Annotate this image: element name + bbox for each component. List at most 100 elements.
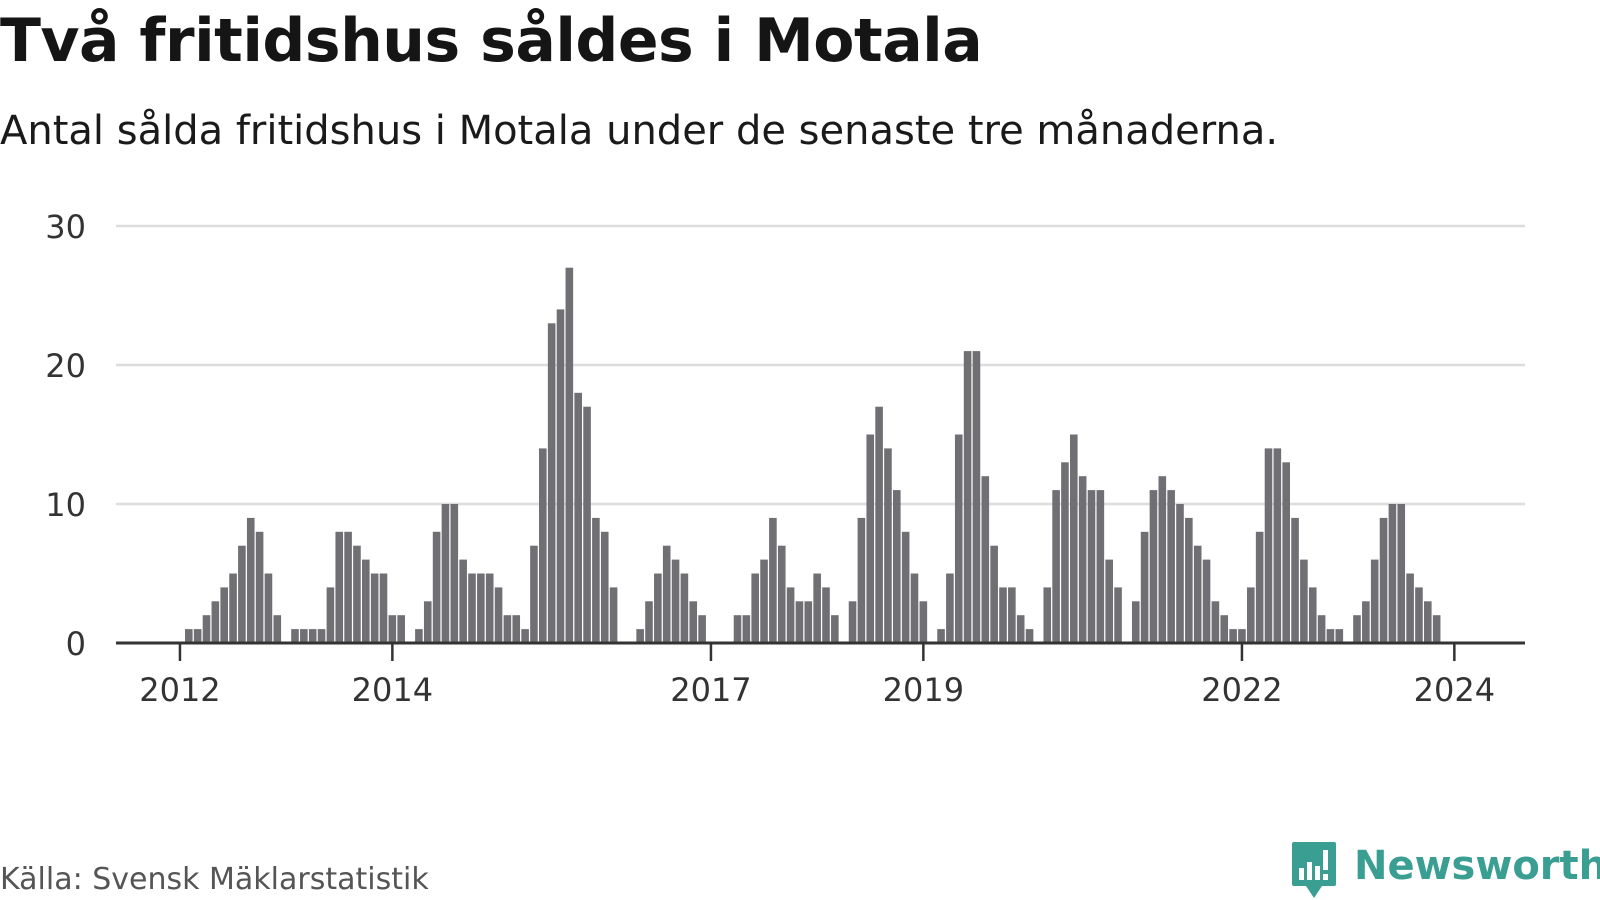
bar <box>654 573 662 643</box>
bar <box>662 545 671 643</box>
bar <box>875 406 883 643</box>
bar <box>1114 587 1122 643</box>
bar <box>574 392 582 643</box>
bar <box>477 573 485 643</box>
bar <box>1247 587 1255 643</box>
bar <box>733 615 742 643</box>
bar <box>804 601 813 643</box>
bar <box>1406 573 1414 643</box>
bar <box>335 531 344 643</box>
y-tick-label-0: 0 <box>66 625 86 663</box>
bar <box>769 517 777 643</box>
bars <box>185 267 1441 643</box>
bar <box>1185 517 1193 643</box>
bar <box>760 559 768 643</box>
bar <box>1008 587 1016 643</box>
bar <box>609 587 618 643</box>
bar <box>822 587 830 643</box>
bar <box>397 615 405 643</box>
bar <box>521 629 529 643</box>
bar <box>308 629 317 643</box>
bar <box>229 573 237 643</box>
brand-name: Newsworthy <box>1354 843 1600 889</box>
bar <box>954 434 963 643</box>
bar <box>857 517 866 643</box>
bar <box>1220 615 1229 643</box>
bar <box>866 434 875 643</box>
bar <box>1335 629 1344 643</box>
y-axis-ticks: 0 10 20 30 <box>45 208 86 663</box>
bar <box>264 573 273 643</box>
bar <box>459 559 467 643</box>
x-tick-label-2022: 2022 <box>1201 671 1282 709</box>
x-tick-label-2017: 2017 <box>670 671 751 709</box>
bar <box>291 629 299 643</box>
bar <box>485 573 494 643</box>
bar <box>592 517 600 643</box>
bar <box>362 559 370 643</box>
bar <box>645 601 653 643</box>
bar <box>1229 629 1237 643</box>
bar <box>1211 601 1220 643</box>
bar <box>1282 462 1290 643</box>
bar <box>326 587 335 643</box>
bar <box>565 267 574 643</box>
y-tick-label-20: 20 <box>45 347 86 385</box>
bar <box>273 615 282 643</box>
bar <box>1078 476 1087 643</box>
bar <box>1176 504 1184 643</box>
bar <box>1052 490 1060 643</box>
bar <box>1202 559 1211 643</box>
bar <box>742 615 751 643</box>
data-labels: 2 <box>1444 0 1466 9</box>
bar <box>1326 629 1335 643</box>
bar <box>1397 504 1406 643</box>
bar <box>999 587 1007 643</box>
bar <box>1317 615 1326 643</box>
bar <box>512 615 521 643</box>
bar <box>494 587 503 643</box>
bar <box>468 573 476 643</box>
bar <box>1043 587 1052 643</box>
bar <box>689 601 698 643</box>
bar <box>1140 531 1149 643</box>
bar <box>972 351 981 643</box>
bar <box>1300 559 1308 643</box>
bar <box>946 573 954 643</box>
bar <box>1273 448 1282 643</box>
bar <box>370 573 379 643</box>
bar <box>432 531 441 643</box>
bar <box>1415 587 1423 643</box>
bar <box>777 545 786 643</box>
bar <box>539 448 547 643</box>
bar <box>1167 490 1175 643</box>
bar <box>671 559 680 643</box>
bar <box>1096 490 1105 643</box>
bar <box>698 615 706 643</box>
bar <box>1193 545 1202 643</box>
bar <box>246 517 255 643</box>
bar <box>1131 601 1140 643</box>
bar <box>503 615 512 643</box>
bar <box>300 629 308 643</box>
bar <box>848 601 857 643</box>
x-tick-label-2012: 2012 <box>139 671 220 709</box>
bar <box>1025 629 1034 643</box>
bar <box>1070 434 1078 643</box>
bar <box>831 615 839 643</box>
bar <box>353 545 361 643</box>
chart-title: Två fritidshus såldes i Motala <box>0 6 983 76</box>
bar <box>344 531 352 643</box>
x-tick-label-2024: 2024 <box>1414 671 1495 709</box>
bar <box>1291 517 1299 643</box>
bar <box>1238 629 1246 643</box>
bar <box>751 573 759 643</box>
bar <box>1308 587 1317 643</box>
bar <box>893 490 901 643</box>
bar <box>255 531 264 643</box>
bar <box>813 573 821 643</box>
bar <box>937 629 945 643</box>
brand-logo[interactable]: Newsworthy <box>1290 840 1600 900</box>
bar <box>202 615 211 643</box>
bar-chart: 0 10 20 30 2012 2014 2017 2019 2022 2024 2 <box>45 0 1525 709</box>
